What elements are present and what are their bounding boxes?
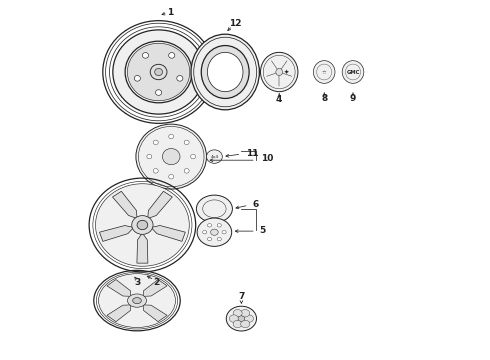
Text: 5: 5 (259, 226, 266, 235)
Ellipse shape (217, 224, 221, 227)
Ellipse shape (211, 229, 218, 235)
Text: 10: 10 (261, 154, 273, 163)
Ellipse shape (177, 76, 183, 81)
Text: 9: 9 (350, 94, 356, 103)
Polygon shape (107, 279, 131, 296)
Polygon shape (147, 191, 172, 219)
Text: ☆: ☆ (322, 69, 326, 75)
Ellipse shape (194, 37, 257, 107)
Ellipse shape (162, 148, 180, 165)
Ellipse shape (245, 315, 253, 322)
Ellipse shape (201, 46, 249, 99)
Text: 3: 3 (134, 279, 140, 287)
Text: 11: 11 (246, 149, 259, 158)
Polygon shape (143, 279, 167, 296)
Ellipse shape (184, 140, 189, 145)
Ellipse shape (241, 320, 250, 328)
Text: ✦: ✦ (284, 69, 289, 75)
Ellipse shape (197, 218, 232, 246)
Ellipse shape (127, 43, 190, 101)
Ellipse shape (136, 124, 206, 189)
Ellipse shape (206, 150, 222, 163)
Ellipse shape (238, 316, 245, 321)
Polygon shape (107, 305, 131, 322)
Ellipse shape (134, 76, 141, 81)
Text: 4x4: 4x4 (210, 154, 219, 159)
Ellipse shape (137, 220, 147, 230)
Polygon shape (137, 233, 148, 263)
Polygon shape (143, 305, 167, 322)
Ellipse shape (191, 34, 259, 110)
Ellipse shape (207, 224, 212, 227)
Text: 6: 6 (252, 200, 258, 209)
Polygon shape (99, 225, 134, 242)
Text: GMC: GMC (346, 69, 360, 75)
Ellipse shape (222, 230, 226, 234)
Ellipse shape (132, 216, 153, 234)
Ellipse shape (276, 68, 283, 76)
Ellipse shape (153, 140, 158, 145)
Ellipse shape (153, 168, 158, 173)
Ellipse shape (342, 60, 364, 83)
Text: 8: 8 (321, 94, 327, 103)
Ellipse shape (155, 68, 163, 76)
Ellipse shape (169, 134, 173, 139)
Ellipse shape (314, 60, 335, 83)
Ellipse shape (98, 274, 175, 328)
Ellipse shape (150, 64, 167, 80)
Ellipse shape (96, 184, 189, 266)
Ellipse shape (203, 230, 207, 234)
Ellipse shape (233, 320, 242, 328)
Ellipse shape (196, 195, 232, 222)
Ellipse shape (169, 53, 175, 58)
Text: 7: 7 (238, 292, 245, 301)
Ellipse shape (143, 53, 148, 58)
Text: 12: 12 (229, 19, 241, 28)
Polygon shape (151, 225, 185, 242)
Polygon shape (113, 191, 137, 219)
Ellipse shape (233, 310, 242, 317)
Ellipse shape (261, 52, 298, 92)
Ellipse shape (226, 306, 257, 331)
Ellipse shape (133, 298, 141, 303)
Text: 1: 1 (167, 8, 173, 17)
Ellipse shape (217, 237, 221, 241)
Ellipse shape (169, 175, 173, 179)
Ellipse shape (155, 90, 162, 95)
Text: 2: 2 (154, 279, 160, 287)
Ellipse shape (147, 154, 152, 159)
Ellipse shape (207, 237, 212, 241)
Ellipse shape (229, 315, 238, 322)
Ellipse shape (207, 52, 243, 92)
Ellipse shape (138, 126, 204, 187)
Ellipse shape (127, 294, 147, 307)
Ellipse shape (113, 30, 204, 114)
Ellipse shape (191, 154, 196, 159)
Ellipse shape (241, 310, 250, 317)
Text: 4: 4 (276, 95, 282, 104)
Ellipse shape (184, 168, 189, 173)
